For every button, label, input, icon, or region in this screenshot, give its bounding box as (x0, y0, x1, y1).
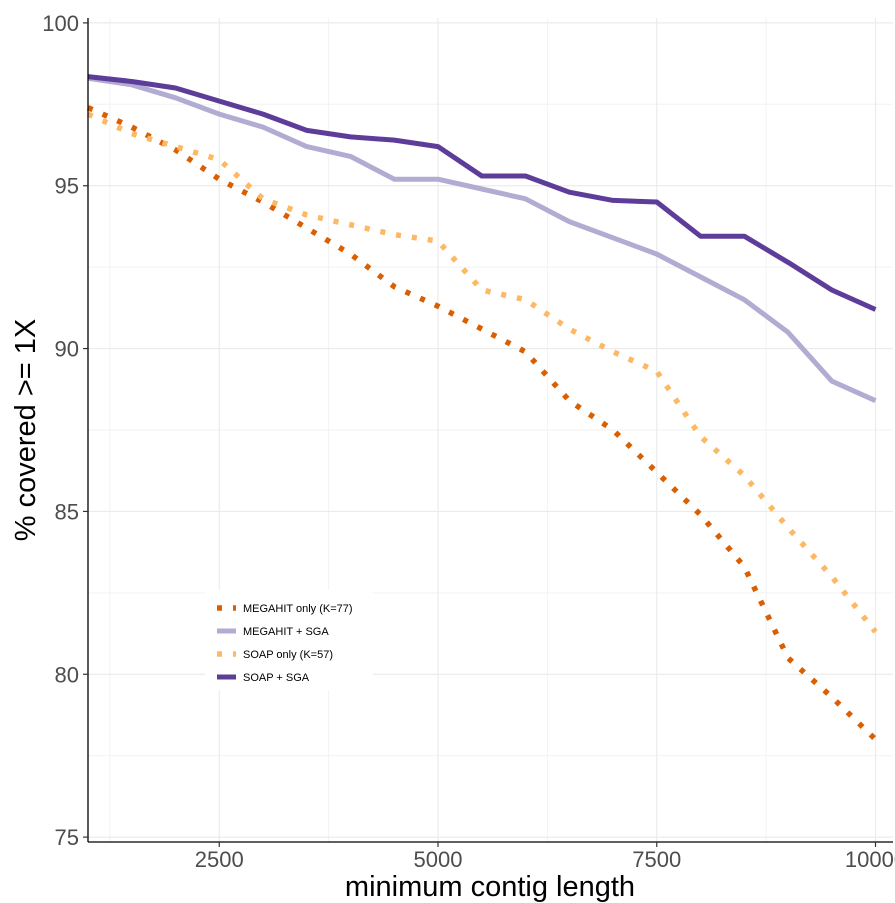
x-tick-label: 10000 (845, 847, 895, 872)
axes (87, 18, 893, 843)
x-tick-label: 5000 (414, 847, 463, 872)
x-axis-ticks: 2500 5000 7500 10000 (195, 842, 895, 872)
y-axis-ticks: 75 80 85 90 95 100 (42, 11, 88, 850)
x-tick-label: 7500 (632, 847, 681, 872)
legend: MEGAHIT only (K=77) MEGAHIT + SGA SOAP onl… (205, 590, 373, 690)
series-layer (86, 74, 878, 742)
x-axis-title: minimum contig length (345, 871, 635, 903)
y-tick-label: 90 (55, 337, 79, 362)
legend-label-1: MEGAHIT only (K=77) (243, 603, 353, 615)
legend-label-4: SOAP + SGA (243, 672, 310, 684)
y-axis-title: % covered >= 1X (10, 319, 42, 541)
y-tick-label: 80 (55, 662, 79, 687)
legend-label-2: MEGAHIT + SGA (243, 626, 329, 638)
y-tick-label: 95 (55, 174, 79, 199)
series-line-1 (86, 105, 878, 742)
series-line-4 (87, 74, 877, 312)
x-tick-label: 2500 (195, 847, 244, 872)
y-tick-label: 100 (42, 11, 79, 36)
y-tick-label: 75 (55, 825, 79, 850)
y-tick-label: 85 (55, 499, 79, 524)
grid-major (88, 18, 893, 842)
legend-label-3: SOAP only (K=57) (243, 649, 333, 661)
series-line-2 (87, 75, 877, 403)
